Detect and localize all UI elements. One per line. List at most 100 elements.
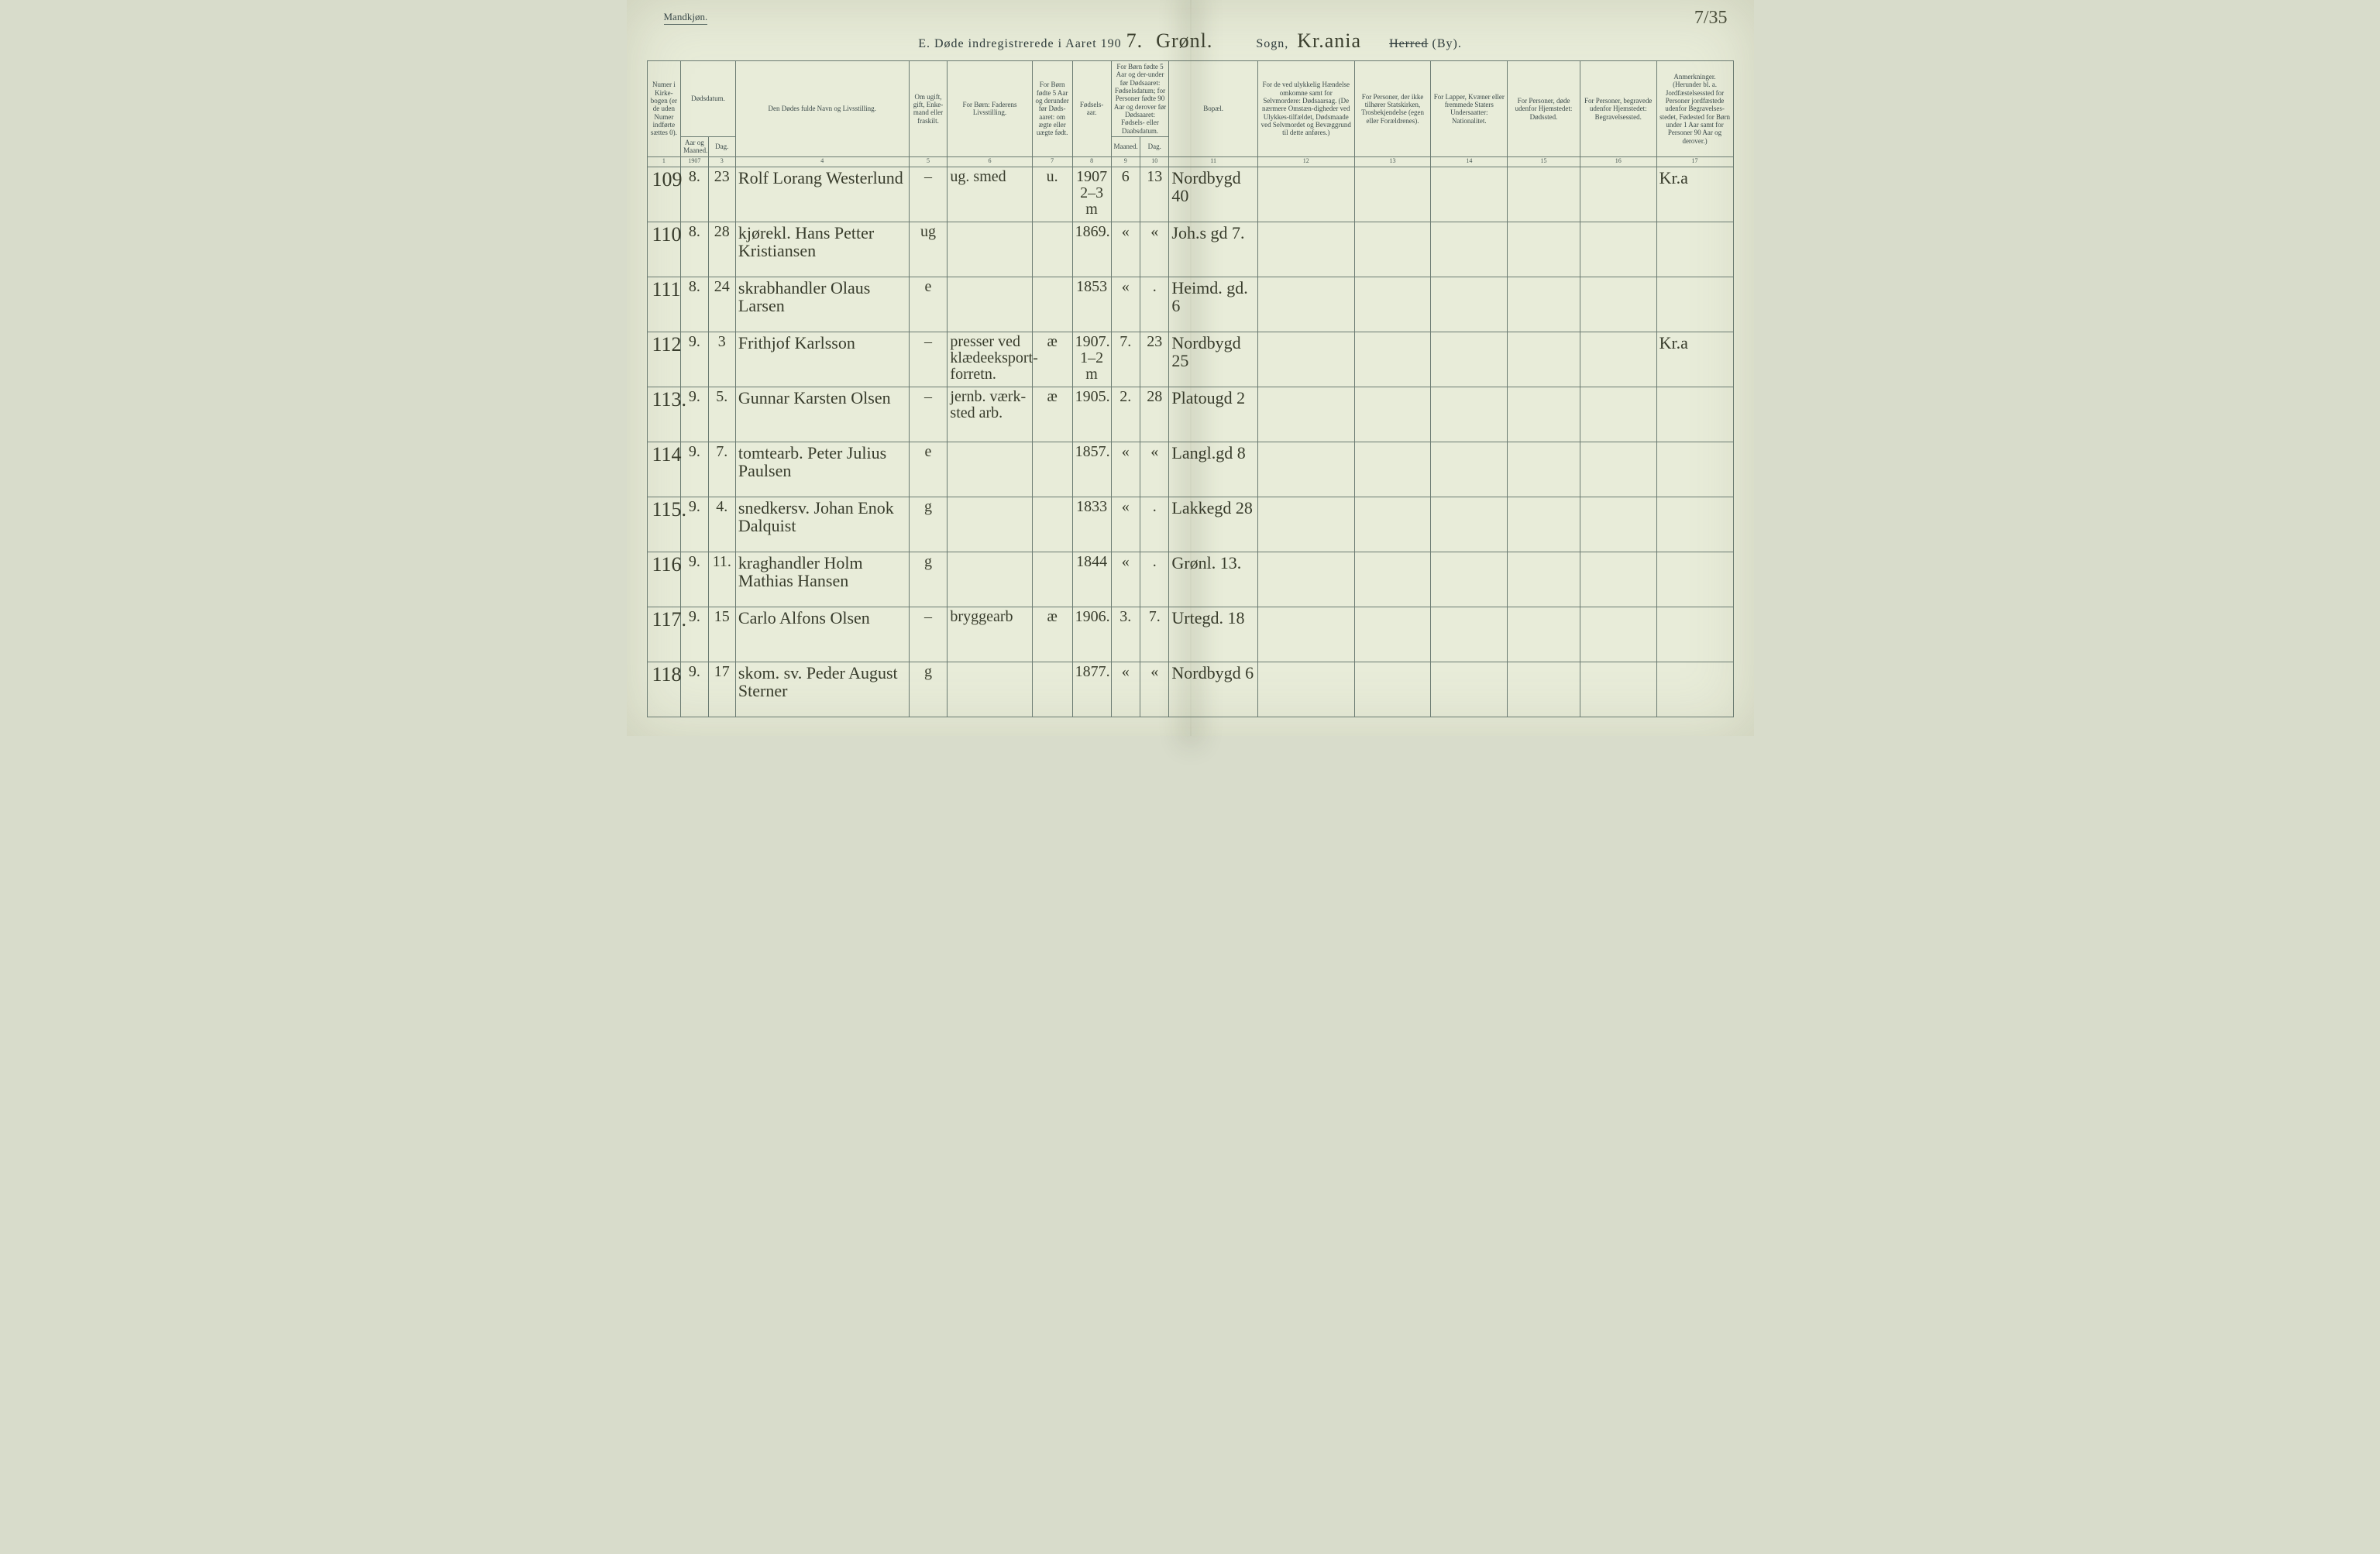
cell-status: – bbox=[909, 167, 948, 222]
register-table: Numer i Kirke-bogen (er de uden Numer in… bbox=[647, 60, 1734, 717]
cell-m: 9. bbox=[681, 332, 708, 387]
colnum: 9 bbox=[1111, 156, 1140, 167]
cell-bm: « bbox=[1111, 662, 1140, 717]
table-row: 1108.28kjørekl. Hans Petter Kristiansenu… bbox=[647, 222, 1733, 277]
cell-c14 bbox=[1431, 277, 1508, 332]
cell-name: tomtearb. Peter Julius Paulsen bbox=[735, 442, 909, 497]
parish-hand: Grønl. bbox=[1151, 29, 1217, 53]
cell-c15 bbox=[1508, 387, 1580, 442]
cell-c14 bbox=[1431, 497, 1508, 552]
col-9-10-group-header: For Børn fødte 5 Aar og der-under før Dø… bbox=[1111, 61, 1169, 137]
cell-year: 1905. bbox=[1072, 387, 1111, 442]
cell-n: 117. bbox=[647, 607, 681, 662]
cell-name: Carlo Alfons Olsen bbox=[735, 607, 909, 662]
col-7-header: For Børn fødte 5 Aar og derunder før Død… bbox=[1032, 61, 1072, 157]
cell-c16 bbox=[1580, 222, 1656, 277]
cell-m: 9. bbox=[681, 442, 708, 497]
colnum: 13 bbox=[1354, 156, 1431, 167]
table-row: 113.9.5.Gunnar Karsten Olsen–jernb. værk… bbox=[647, 387, 1733, 442]
colnum: 3 bbox=[708, 156, 735, 167]
cell-c15 bbox=[1508, 552, 1580, 607]
cell-addr: Joh.s gd 7. bbox=[1169, 222, 1257, 277]
colnum: 17 bbox=[1656, 156, 1733, 167]
colnum: 8 bbox=[1072, 156, 1111, 167]
cell-note bbox=[1656, 497, 1733, 552]
cell-bd: . bbox=[1140, 552, 1168, 607]
cell-note bbox=[1656, 387, 1733, 442]
district-hand: Kr.ania bbox=[1292, 29, 1366, 53]
table-header: Numer i Kirke-bogen (er de uden Numer in… bbox=[647, 61, 1733, 157]
cell-year: 1869. bbox=[1072, 222, 1111, 277]
cell-c14 bbox=[1431, 222, 1508, 277]
cell-c16 bbox=[1580, 442, 1656, 497]
cell-c12 bbox=[1257, 222, 1354, 277]
cell-father bbox=[948, 552, 1032, 607]
cell-bm: 2. bbox=[1111, 387, 1140, 442]
cell-note bbox=[1656, 662, 1733, 717]
title-prefix: E. Døde indregistrerede i Aaret 190 bbox=[918, 37, 1121, 50]
year-in-col2: 1907 bbox=[681, 156, 708, 167]
cell-note bbox=[1656, 607, 1733, 662]
cell-d: 4. bbox=[708, 497, 735, 552]
col-2-3-group-header: Dødsdatum. bbox=[681, 61, 736, 137]
herred-label: Herred bbox=[1389, 37, 1428, 50]
colnum: 15 bbox=[1508, 156, 1580, 167]
cell-status: – bbox=[909, 607, 948, 662]
cell-d: 28 bbox=[708, 222, 735, 277]
cell-father bbox=[948, 222, 1032, 277]
cell-legit: æ bbox=[1032, 607, 1072, 662]
cell-name: skom. sv. Peder August Sterner bbox=[735, 662, 909, 717]
cell-father: ug. smed bbox=[948, 167, 1032, 222]
cell-father bbox=[948, 497, 1032, 552]
cell-d: 5. bbox=[708, 387, 735, 442]
cell-legit: u. bbox=[1032, 167, 1072, 222]
cell-c15 bbox=[1508, 607, 1580, 662]
gender-label: Mandkjøn. bbox=[664, 11, 708, 25]
cell-legit bbox=[1032, 497, 1072, 552]
cell-note: Kr.a bbox=[1656, 332, 1733, 387]
col-10-sub-header: Dag. bbox=[1140, 137, 1168, 157]
cell-c16 bbox=[1580, 277, 1656, 332]
cell-name: skrabhandler Olaus Larsen bbox=[735, 277, 909, 332]
colnum: 11 bbox=[1169, 156, 1257, 167]
colnum: 4 bbox=[735, 156, 909, 167]
ledger-page: Mandkjøn. 7/35 E. Døde indregistrerede i… bbox=[627, 0, 1754, 736]
year-suffix-hand: 7. bbox=[1122, 29, 1148, 53]
table-row: 1129.3Frithjof Karlsson–presser ved klæd… bbox=[647, 332, 1733, 387]
cell-status: ug bbox=[909, 222, 948, 277]
cell-c12 bbox=[1257, 552, 1354, 607]
col-16-header: For Personer, begravede udenfor Hjemsted… bbox=[1580, 61, 1656, 157]
cell-c15 bbox=[1508, 167, 1580, 222]
cell-n: 118 bbox=[647, 662, 681, 717]
cell-addr: Urtegd. 18 bbox=[1169, 607, 1257, 662]
col-6-header: For Børn: Faderens Livsstilling. bbox=[948, 61, 1032, 157]
cell-c12 bbox=[1257, 387, 1354, 442]
cell-d: 23 bbox=[708, 167, 735, 222]
table-row: 117.9.15Carlo Alfons Olsen–bryggearbæ190… bbox=[647, 607, 1733, 662]
cell-c14 bbox=[1431, 442, 1508, 497]
cell-c15 bbox=[1508, 277, 1580, 332]
cell-d: 15 bbox=[708, 607, 735, 662]
cell-bd: « bbox=[1140, 222, 1168, 277]
cell-addr: Nordbygd 25 bbox=[1169, 332, 1257, 387]
cell-c12 bbox=[1257, 332, 1354, 387]
col-15-header: For Personer, døde udenfor Hjemstedet: D… bbox=[1508, 61, 1580, 157]
cell-n: 112 bbox=[647, 332, 681, 387]
cell-bm: « bbox=[1111, 442, 1140, 497]
cell-legit: æ bbox=[1032, 332, 1072, 387]
cell-n: 110 bbox=[647, 222, 681, 277]
colnum: 10 bbox=[1140, 156, 1168, 167]
cell-father bbox=[948, 277, 1032, 332]
cell-c14 bbox=[1431, 607, 1508, 662]
cell-c15 bbox=[1508, 662, 1580, 717]
cell-c15 bbox=[1508, 442, 1580, 497]
cell-bm: 7. bbox=[1111, 332, 1140, 387]
cell-father: presser ved klædeeksport-forretn. bbox=[948, 332, 1032, 387]
cell-legit bbox=[1032, 662, 1072, 717]
cell-n: 113. bbox=[647, 387, 681, 442]
cell-c16 bbox=[1580, 552, 1656, 607]
cell-status: – bbox=[909, 332, 948, 387]
cell-bd: . bbox=[1140, 497, 1168, 552]
cell-addr: Platougd 2 bbox=[1169, 387, 1257, 442]
cell-c12 bbox=[1257, 607, 1354, 662]
